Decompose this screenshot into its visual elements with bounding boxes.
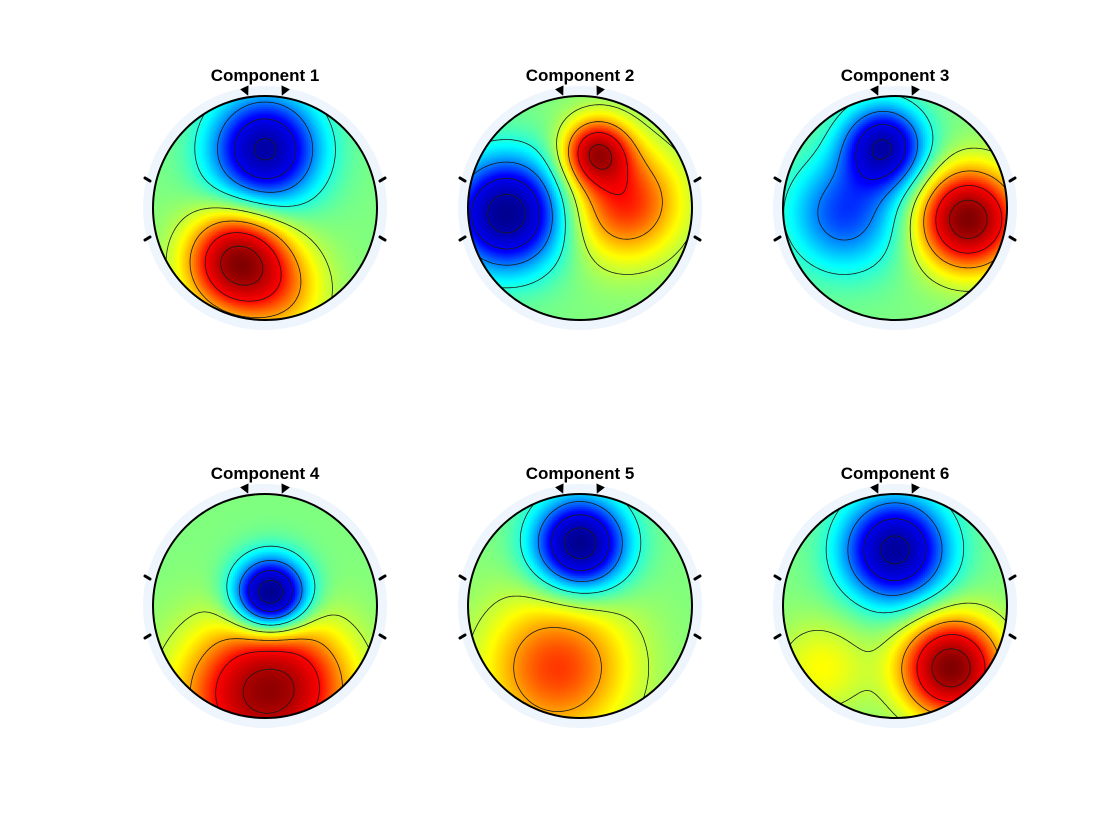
panel-title: Component 6 <box>841 464 950 483</box>
panel-title: Component 3 <box>841 66 950 85</box>
panel-title: Component 1 <box>211 66 320 85</box>
panel-title: Component 4 <box>211 464 320 483</box>
panel-title: Component 2 <box>526 66 635 85</box>
panel-title: Component 5 <box>526 464 635 483</box>
